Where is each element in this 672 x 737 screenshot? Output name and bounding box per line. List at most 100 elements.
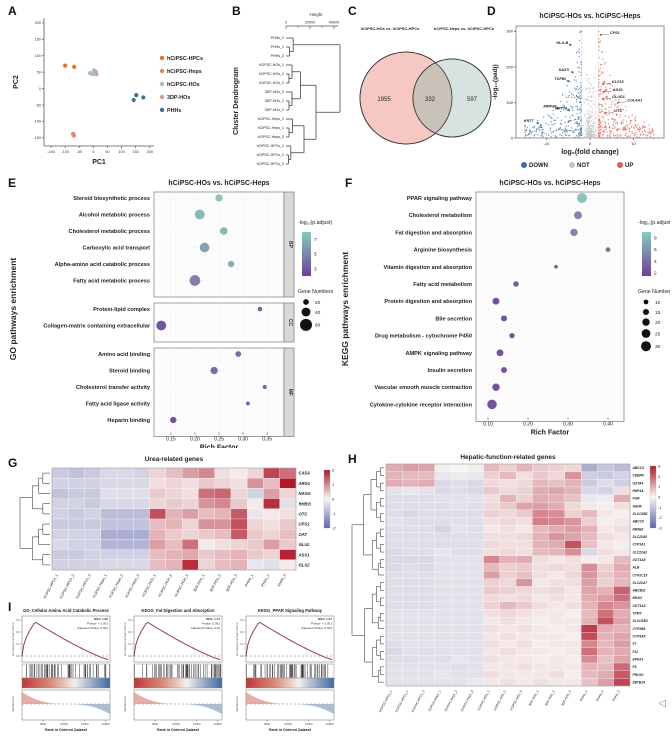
svg-text:0.4: 0.4 [128, 630, 132, 634]
svg-text:Alpha-amino acid catabolic pro: Alpha-amino acid catabolic process [55, 262, 150, 268]
svg-text:RHBG: RHBG [299, 501, 312, 506]
svg-text:40000: 40000 [329, 21, 340, 25]
svg-text:0.0: 0.0 [240, 654, 244, 658]
svg-text:hCiPSC-HOs_1: hCiPSC-HOs_1 [141, 574, 156, 598]
svg-text:150: 150 [132, 150, 138, 154]
svg-text:PHHs_2: PHHs_2 [595, 689, 604, 702]
svg-text:3DP-HOs_1: 3DP-HOs_1 [528, 689, 540, 706]
svg-text:0: 0 [39, 87, 41, 91]
svg-text:Protein digestion and absorpti: Protein digestion and absorption [384, 299, 472, 305]
svg-text:hCiPSC-Heps_3: hCiPSC-Heps_3 [258, 135, 284, 139]
svg-text:GSTA4: GSTA4 [633, 481, 644, 485]
svg-text:-100: -100 [61, 150, 69, 154]
svg-text:0: 0 [92, 150, 94, 154]
panel-letter-d: D [487, 4, 496, 18]
svg-text:GLUL: GLUL [299, 542, 311, 547]
svg-text:Rich Factor: Rich Factor [531, 430, 570, 437]
svg-text:PHHs_3: PHHs_3 [277, 574, 287, 588]
svg-text:40: 40 [315, 310, 321, 316]
svg-text:ABCB11: ABCB11 [632, 589, 646, 593]
dotplot-svg: hCiPSC-HOs vs. hCiPSC-Heps KEGG pathways … [340, 180, 670, 437]
svg-text:20000: 20000 [326, 722, 334, 726]
svg-text:SLCO1B3: SLCO1B3 [633, 619, 648, 623]
svg-text:hCiPSC-Heps_2: hCiPSC-Heps_2 [108, 574, 124, 599]
panel-letter-a: A [8, 4, 17, 18]
svg-text:hCiPSC-HPCs_3: hCiPSC-HPCs_3 [75, 574, 91, 600]
svg-text:hCiPSC-HPCs_1: hCiPSC-HPCs_1 [378, 689, 393, 713]
svg-text:TGFBI: TGFBI [554, 77, 566, 81]
svg-text:0: 0 [285, 21, 287, 25]
svg-text:hCiPSC-Heps_3: hCiPSC-Heps_3 [460, 689, 475, 712]
svg-text:Height: Height [309, 12, 323, 17]
svg-text:UP: UP [625, 163, 633, 169]
pca-svg: -150 -100 -50 0 50 100 150 200 -150 -100 -50 0 50 100… [13, 18, 203, 166]
svg-text:hCiPSC-Heps_1: hCiPSC-Heps_1 [427, 689, 442, 712]
svg-text:Cholesterol metabolic process: Cholesterol metabolic process [69, 229, 150, 235]
svg-text:COL4A1: COL4A1 [627, 98, 642, 102]
svg-text:MMP24: MMP24 [543, 104, 557, 108]
svg-text:60: 60 [315, 323, 321, 329]
svg-text:3DP-HOs_3: 3DP-HOs_3 [265, 90, 284, 94]
svg-text:Insulin secretion: Insulin secretion [428, 368, 473, 374]
svg-text:150: 150 [35, 38, 41, 42]
svg-text:hCiPSC-HOs vs. hCiPSC-Heps: hCiPSC-HOs vs. hCiPSC-Heps [168, 180, 269, 187]
svg-text:NES: 1.74: NES: 1.74 [206, 617, 220, 621]
svg-text:Cytokine-cytokine receptor int: Cytokine-cytokine receptor interaction [370, 402, 473, 408]
svg-text:PC1: PC1 [92, 159, 106, 166]
svg-text:Alcohol metabolic process: Alcohol metabolic process [79, 213, 150, 219]
svg-text:OTC: OTC [614, 109, 622, 113]
svg-text:PHHs_2: PHHs_2 [271, 36, 284, 40]
svg-text:3DP-HOs_2: 3DP-HOs_2 [209, 574, 222, 593]
svg-text:CEBPA: CEBPA [633, 474, 645, 478]
svg-text:GO_Cellular Amino Acid Catabol: GO_Cellular Amino Acid Catabolic Process [23, 608, 109, 613]
svg-text:-150: -150 [47, 150, 55, 154]
svg-text:Rank in Ordered Dataset: Rank in Ordered Dataset [269, 728, 312, 732]
svg-text:EPHX1: EPHX1 [633, 657, 644, 661]
svg-text:GLS2: GLS2 [299, 562, 311, 567]
pca-plot: -150 -100 -50 0 50 100 150 200 -150 -100 -50 0 50 100… [8, 6, 230, 172]
svg-text:AMPK signaling pathway: AMPK signaling pathway [405, 351, 472, 357]
svg-text:-log₁₀(p.adjust): -log₁₀(p.adjust) [298, 220, 332, 226]
svg-text:Pvalue: 0.001: Pvalue: 0.001 [202, 621, 221, 625]
svg-text:-2: -2 [658, 515, 662, 520]
svg-text:100: 100 [35, 54, 41, 58]
svg-text:Adjusted Pvalue: 0.04: Adjusted Pvalue: 0.04 [191, 626, 221, 630]
svg-text:10: 10 [655, 300, 661, 306]
svg-text:597: 597 [467, 97, 478, 103]
svg-text:hCiPSC-HOs vs. hCiPSC-HPCs: hCiPSC-HOs vs. hCiPSC-HPCs [361, 26, 420, 31]
svg-text:Rank in Ordered Dataset: Rank in Ordered Dataset [157, 728, 200, 732]
svg-text:hCiPSC-HPCs_1: hCiPSC-HPCs_1 [43, 574, 59, 600]
svg-text:8: 8 [654, 235, 657, 241]
svg-text:hCiPSC-HPCs_3: hCiPSC-HPCs_3 [257, 162, 284, 166]
svg-text:10000: 10000 [60, 722, 68, 726]
svg-text:-50: -50 [77, 150, 83, 154]
svg-text:NES: 1.67: NES: 1.67 [318, 617, 332, 621]
svg-text:Ranked List: Ranked List [235, 696, 239, 711]
svg-text:hCiPSC-HPCs_2: hCiPSC-HPCs_2 [257, 153, 284, 157]
svg-text:NAGS: NAGS [299, 491, 311, 496]
svg-text:hCiPSC-Heps_3: hCiPSC-Heps_3 [124, 574, 140, 599]
svg-text:HLA-B: HLA-B [556, 41, 568, 45]
svg-text:-100: -100 [33, 120, 41, 124]
svg-text:KRT18: KRT18 [555, 106, 568, 110]
svg-text:Vitamin digestion and absorpti: Vitamin digestion and absorption [384, 265, 473, 271]
svg-text:Drug metabolism - cytochrome P: Drug metabolism - cytochrome P450 [375, 334, 472, 340]
svg-text:1: 1 [332, 482, 335, 487]
svg-text:0.0: 0.0 [16, 654, 20, 658]
svg-text:3DP-HOs_3: 3DP-HOs_3 [225, 574, 238, 593]
svg-text:3: 3 [658, 464, 661, 469]
svg-text:HNF4A: HNF4A [633, 489, 645, 493]
svg-text:DAXX: DAXX [559, 68, 570, 72]
svg-text:0.10: 0.10 [483, 422, 493, 428]
svg-text:hCiPSC-HOs_2: hCiPSC-HOs_2 [158, 574, 173, 598]
svg-text:TPMT: TPMT [633, 612, 643, 616]
svg-text:KLF15: KLF15 [612, 80, 624, 84]
svg-text:Running Enrichment Score: Running Enrichment Score [235, 622, 239, 656]
svg-text:5000: 5000 [40, 722, 47, 726]
svg-text:100: 100 [506, 100, 513, 105]
svg-text:Pvalue: < 0.001: Pvalue: < 0.001 [87, 621, 108, 625]
svg-text:-1: -1 [332, 511, 336, 516]
svg-text:Running Enrichment Score: Running Enrichment Score [11, 622, 15, 656]
svg-text:OTC: OTC [299, 511, 309, 516]
svg-text:0.0: 0.0 [128, 654, 132, 658]
